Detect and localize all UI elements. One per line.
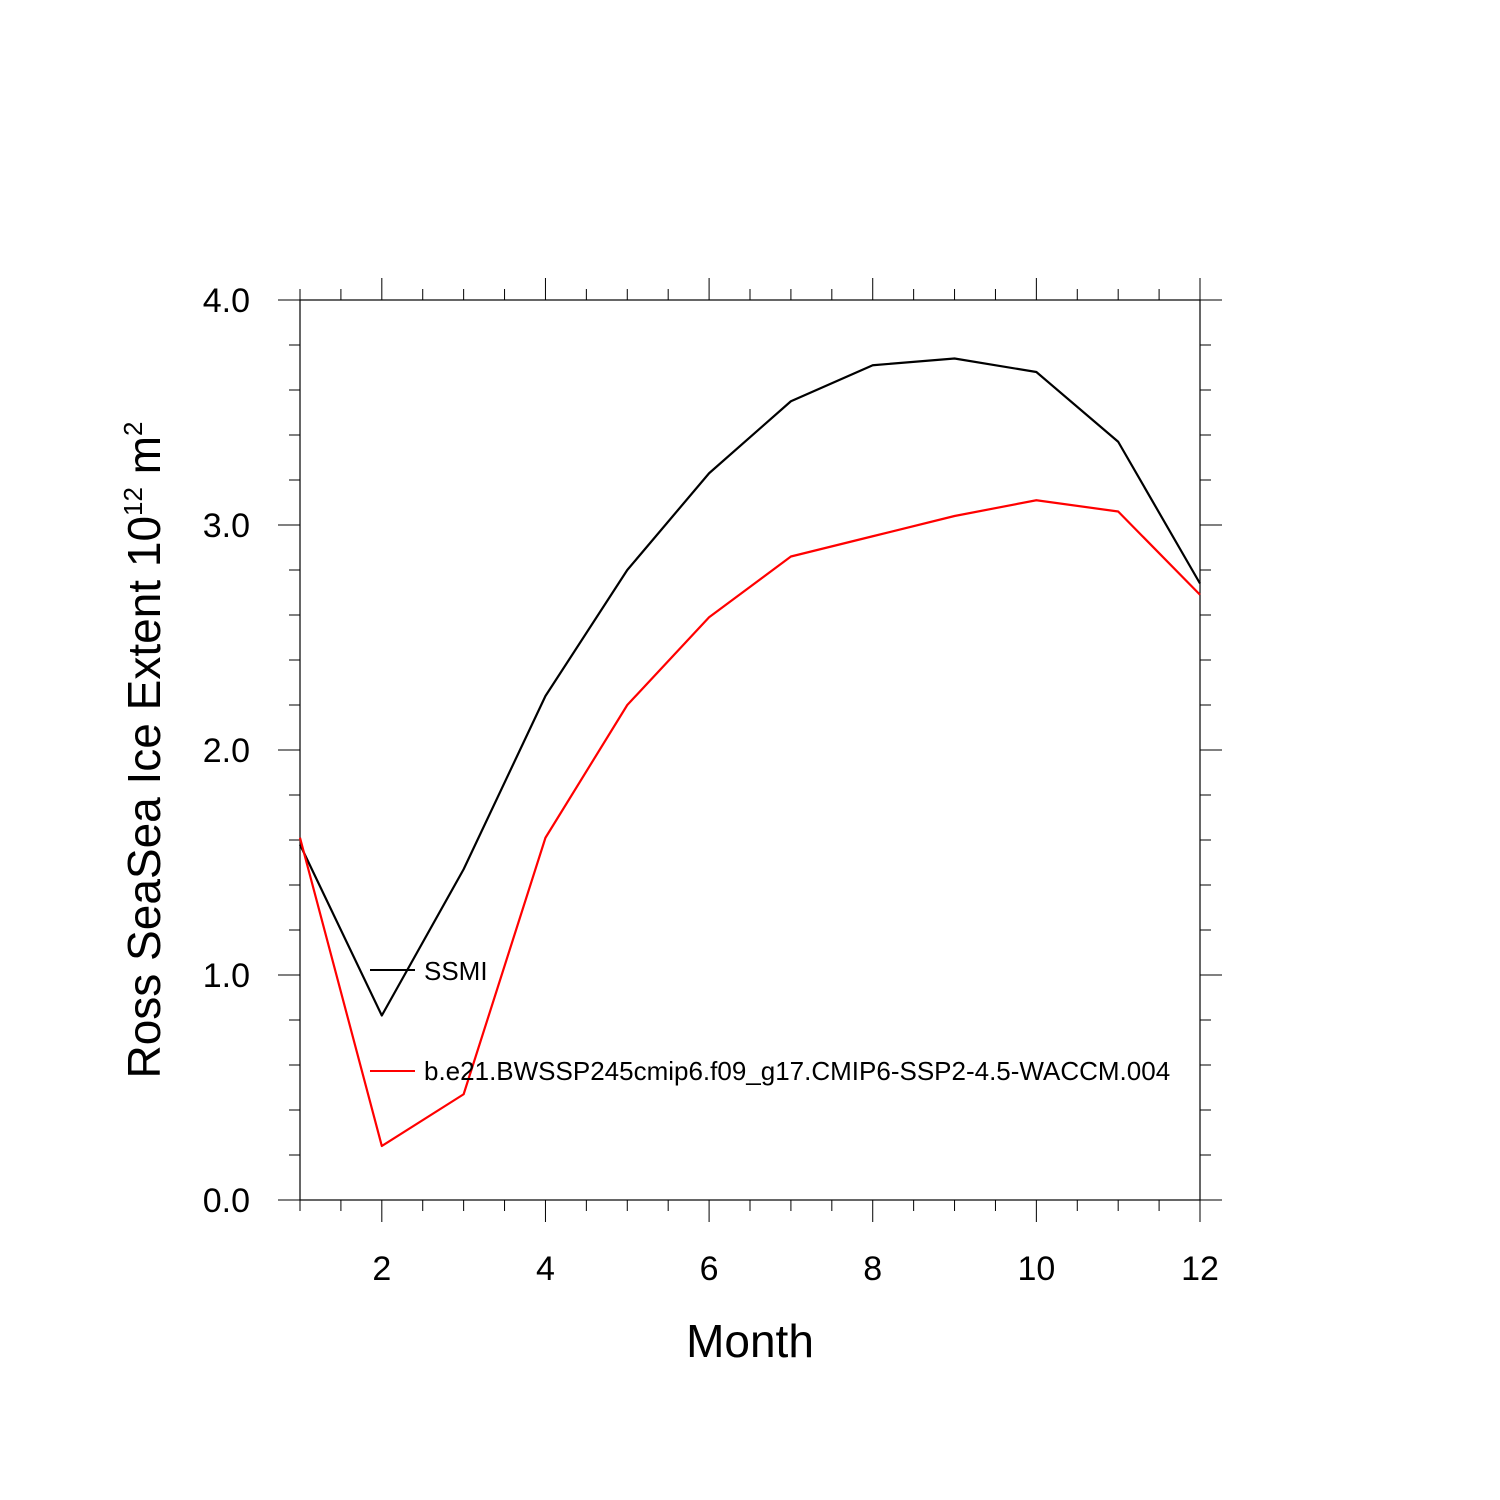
- x-tick-label: 10: [1017, 1250, 1055, 1288]
- legend-label-ssmi: SSMI: [424, 956, 488, 986]
- x-tick-label: 8: [863, 1250, 882, 1288]
- major-ticks: [278, 278, 1222, 1222]
- minor-ticks: [289, 289, 1211, 1211]
- x-tick-label: 4: [536, 1250, 555, 1288]
- y-tick-label: 0.0: [203, 1182, 250, 1220]
- y-axis-title: Ross SeaSea Ice Extent 1012 m2: [118, 421, 170, 1078]
- y-axis-title-unit: m: [118, 436, 170, 487]
- plot-frame: [299, 299, 1201, 1201]
- series-line-ssmi: [299, 357, 1201, 1017]
- x-tick-label: 6: [700, 1250, 719, 1288]
- x-tick-label: 12: [1181, 1250, 1219, 1288]
- y-tick-label: 2.0: [203, 732, 250, 770]
- y-tick-label: 4.0: [203, 282, 250, 320]
- legend-label-waccm: b.e21.BWSSP245cmip6.f09_g17.CMIP6-SSP2-4…: [424, 1056, 1170, 1086]
- y-axis-title-prefix: Ross SeaSea Ice Extent 10: [118, 516, 170, 1079]
- y-axis-title-exponent: 12: [118, 487, 148, 516]
- y-axis-title-unit-exponent: 2: [118, 421, 148, 435]
- y-tick-label: 3.0: [203, 507, 250, 545]
- y-tick-labels: 0.0 1.0 2.0 3.0 4.0: [203, 282, 250, 1220]
- legend: SSMI b.e21.BWSSP245cmip6.f09_g17.CMIP6-S…: [370, 956, 1170, 1086]
- x-tick-label: 2: [372, 1250, 391, 1288]
- y-tick-label: 1.0: [203, 957, 250, 995]
- x-tick-labels: 2 4 6 8 10 12: [372, 1250, 1219, 1288]
- x-axis-title: Month: [686, 1315, 814, 1367]
- series-line-waccm: [298, 499, 1201, 1148]
- series-layer: [298, 357, 1201, 1148]
